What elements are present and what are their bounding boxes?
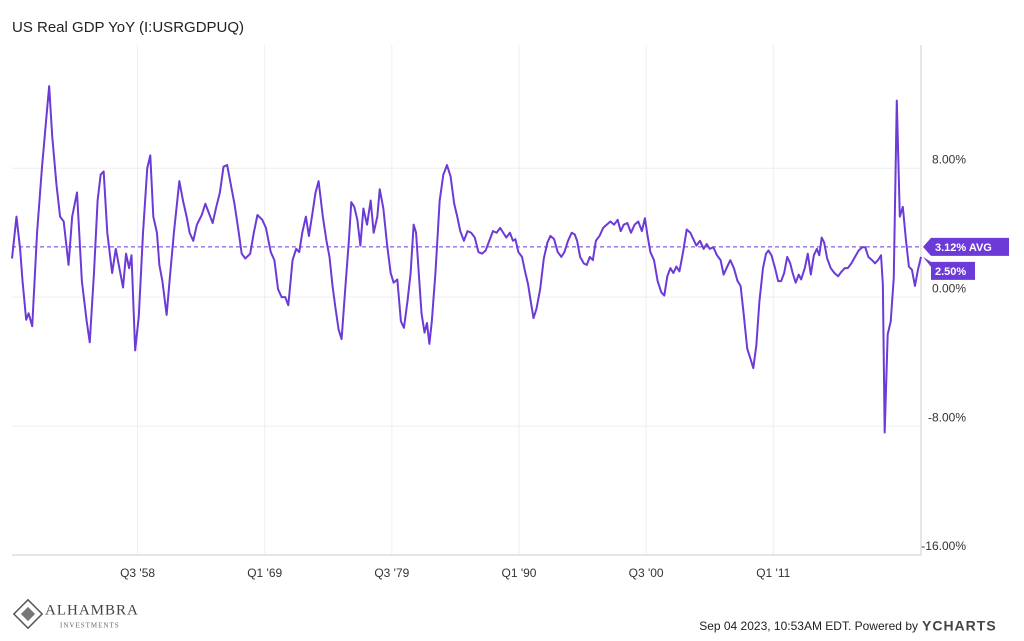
y-tick-label: 8.00%	[932, 152, 966, 166]
average-label: 3.12% AVG	[935, 242, 992, 254]
x-tick-label: Q1 '11	[756, 566, 790, 580]
footer-text: Sep 04 2023, 10:53AM EDT. Powered by	[699, 619, 918, 633]
x-tick-label: Q3 '00	[629, 566, 664, 580]
average-tag	[923, 237, 1009, 256]
x-tick-label: Q3 '58	[120, 566, 155, 580]
brand: YCHARTS	[922, 618, 997, 634]
logo-mark	[12, 598, 44, 630]
logo-subtext: INVESTMENTS	[60, 622, 120, 630]
logo: ALHAMBRA INVESTMENTS	[12, 598, 139, 630]
data-line	[11, 85, 922, 434]
last-value-tag	[923, 256, 975, 280]
chart-title: US Real GDP YoY (I:USRGDPUQ)	[12, 19, 244, 36]
logo-text: ALHAMBRA	[45, 602, 139, 618]
y-tick-label: -8.00%	[928, 410, 966, 424]
last-value-label: 2.50%	[935, 266, 966, 278]
x-tick-label: Q3 '79	[374, 566, 409, 580]
x-tick-label: Q1 '69	[247, 566, 282, 580]
y-tick-label: 0.00%	[932, 281, 966, 295]
logo-mark-inner	[20, 606, 36, 622]
x-tick-label: Q1 '90	[501, 566, 536, 580]
y-tick-label: -16.00%	[921, 539, 966, 553]
